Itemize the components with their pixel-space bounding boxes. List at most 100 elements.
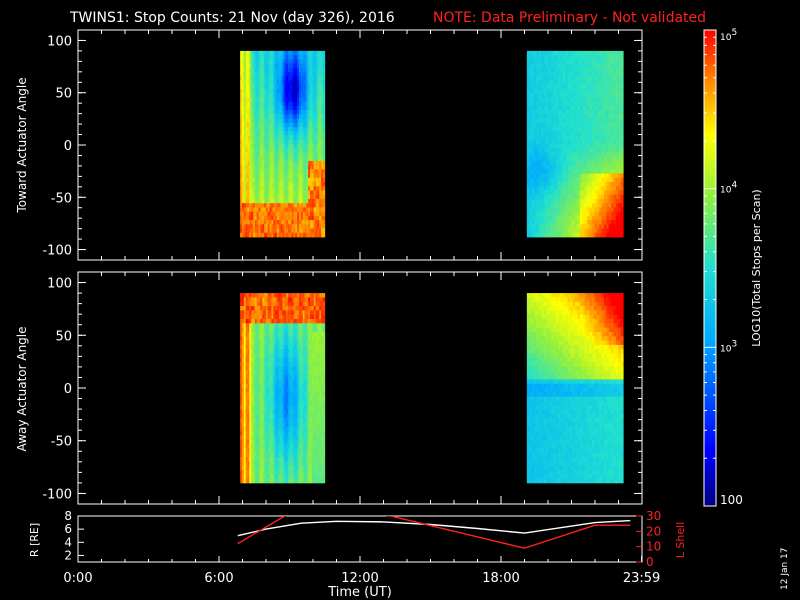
heatmap-cell <box>253 340 256 346</box>
heatmap-cell <box>560 139 564 145</box>
heatmap-cell <box>245 435 248 441</box>
heatmap-cell <box>271 362 274 367</box>
heatmap-cell <box>251 418 254 423</box>
heatmap-cell <box>543 190 547 196</box>
heatmap-cell <box>260 156 263 162</box>
heatmap-cell <box>287 88 291 94</box>
heatmap-cell <box>575 76 578 81</box>
heatmap-cell <box>319 55 322 60</box>
heatmap-cell <box>306 173 309 179</box>
heatmap-cell <box>265 156 269 162</box>
heatmap-cell <box>258 392 261 398</box>
heatmap-cell <box>287 139 291 145</box>
heatmap-cell <box>258 297 261 303</box>
heatmap-cell <box>273 379 276 385</box>
heatmap-cell <box>531 156 535 162</box>
heatmap-cell <box>311 224 315 229</box>
heatmap-cell <box>271 392 274 398</box>
heatmap-cell <box>262 50 265 56</box>
heatmap-cell <box>243 439 247 445</box>
heatmap-cell <box>300 97 304 103</box>
heatmap-cell <box>599 207 602 213</box>
heatmap-cell <box>254 379 258 385</box>
heatmap-cell <box>267 97 270 103</box>
heatmap-cell <box>308 55 311 60</box>
heatmap-cell <box>548 59 552 64</box>
heatmap-cell <box>241 396 245 402</box>
heatmap-cell <box>565 169 569 174</box>
heatmap-cell <box>317 76 320 81</box>
heatmap-cell <box>256 431 259 436</box>
heatmap-cell <box>280 156 283 162</box>
heatmap-cell <box>620 220 624 225</box>
heatmap-cell <box>538 76 542 81</box>
heatmap-cell <box>299 165 302 170</box>
heatmap-cell <box>278 370 282 376</box>
heatmap-cell <box>534 59 537 64</box>
heatmap-cell <box>249 169 252 174</box>
heatmap-cell <box>258 413 261 419</box>
heatmap-cell <box>546 76 549 81</box>
heatmap-cell <box>562 186 566 191</box>
heatmap-cell <box>269 469 272 475</box>
heatmap-cell <box>594 63 598 69</box>
heatmap-cell <box>286 182 289 187</box>
heatmap-cell <box>240 444 243 449</box>
heatmap-cell <box>271 152 274 158</box>
heatmap-cell <box>304 110 307 115</box>
heatmap-cell <box>280 148 283 153</box>
heatmap-cell <box>247 474 250 479</box>
heatmap-cell <box>260 50 263 56</box>
heatmap-cell <box>299 63 302 69</box>
heatmap-cell <box>582 67 586 73</box>
heatmap-cell <box>254 93 258 98</box>
heatmap-cell <box>253 122 256 128</box>
heatmap-cell <box>267 228 270 234</box>
heatmap-cell <box>311 118 315 124</box>
heatmap-cell <box>570 177 574 183</box>
heatmap-cell <box>308 110 311 115</box>
heatmap-cell <box>280 97 283 103</box>
heatmap-cell <box>613 105 617 111</box>
heatmap-cell <box>606 84 610 90</box>
heatmap-cell <box>269 127 272 132</box>
heatmap-cell <box>264 357 267 363</box>
heatmap-cell <box>245 186 248 191</box>
heatmap-cell <box>613 220 617 225</box>
heatmap-cell <box>570 131 574 136</box>
heatmap-cell <box>548 152 552 158</box>
heatmap-cell <box>302 232 305 238</box>
heatmap-cell <box>247 114 250 119</box>
heatmap-cell <box>541 194 545 200</box>
heatmap-cell <box>256 203 259 208</box>
heatmap-cell <box>541 50 545 56</box>
heatmap-cell <box>308 215 311 221</box>
heatmap-cell <box>297 110 300 115</box>
heatmap-cell <box>278 203 282 208</box>
heatmap-cell <box>587 50 590 56</box>
heatmap-cell <box>280 110 283 115</box>
heatmap-cell <box>579 114 583 119</box>
heatmap-cell <box>262 297 265 303</box>
heatmap-cell <box>262 413 265 419</box>
heatmap-cell <box>267 344 270 350</box>
heatmap-cell <box>529 110 533 115</box>
heatmap-cell <box>247 139 250 145</box>
heatmap-cell <box>536 207 540 213</box>
heatmap-cell <box>567 203 571 208</box>
heatmap-cell <box>278 293 282 298</box>
heatmap-cell <box>575 63 578 69</box>
heatmap-cell <box>249 431 252 436</box>
heatmap-cell <box>300 152 304 158</box>
heatmap-cell <box>311 139 315 145</box>
heatmap-cell <box>297 135 300 141</box>
heatmap-cell <box>300 118 304 124</box>
heatmap-cell <box>553 215 557 221</box>
heatmap-cell <box>584 152 588 158</box>
heatmap-cell <box>613 135 617 141</box>
heatmap-cell <box>579 194 583 200</box>
heatmap-cell <box>313 88 316 94</box>
heatmap-cell <box>245 400 248 406</box>
heatmap-cell <box>256 457 259 462</box>
heatmap-cell <box>251 186 254 191</box>
